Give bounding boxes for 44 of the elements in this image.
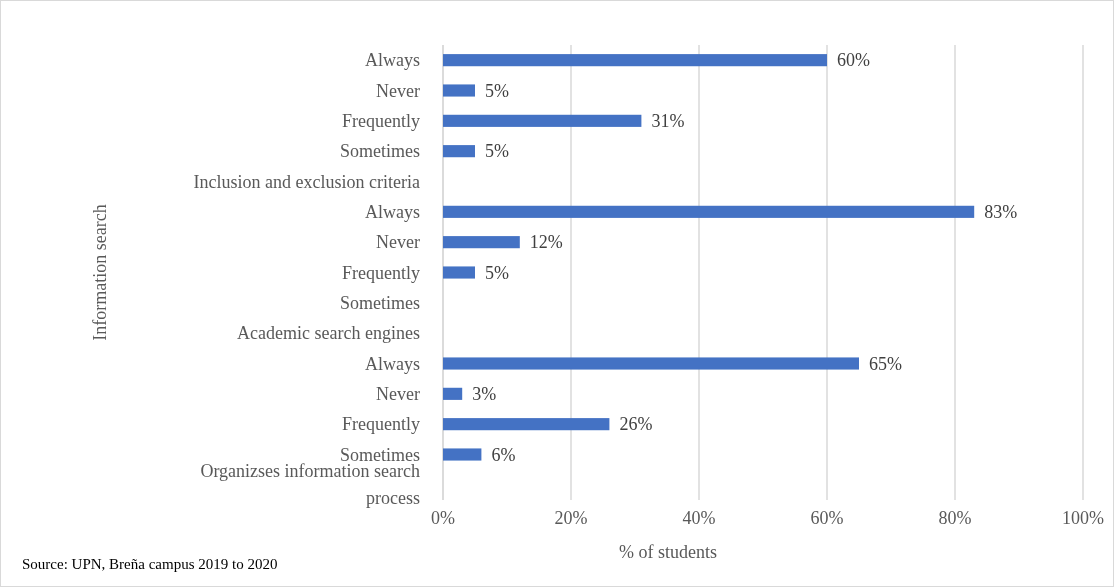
y-tick-label: Academic search engines: [237, 323, 420, 344]
x-tick-label: 20%: [554, 508, 588, 528]
bar: [443, 448, 482, 461]
y-tick-label: Sometimes: [340, 292, 420, 313]
bar: [443, 357, 859, 370]
bar: [443, 266, 475, 279]
data-label: 6%: [491, 444, 516, 465]
data-label: 31%: [651, 110, 685, 131]
bar: [443, 236, 520, 249]
data-label: 60%: [837, 50, 870, 71]
x-axis-title: % of students: [619, 542, 717, 562]
data-label: 12%: [529, 232, 563, 253]
data-label: 3%: [472, 383, 497, 404]
y-tick-label: Frequently: [342, 262, 420, 283]
y-tick-label: Inclusion and exclusion criteria: [193, 171, 420, 192]
y-tick-label: Sometimes: [340, 141, 420, 162]
bar: [443, 205, 975, 218]
x-tick-label: 60%: [810, 508, 844, 528]
y-tick-label: Always: [365, 201, 420, 222]
y-axis-title: Information search: [90, 204, 110, 341]
y-tick-label: Never: [376, 232, 420, 253]
x-tick-label: 40%: [682, 508, 716, 528]
data-label: 65%: [869, 353, 902, 374]
y-tick-label: Always: [365, 353, 420, 374]
data-label: 83%: [984, 201, 1018, 222]
bar: [443, 54, 827, 67]
data-label: 5%: [485, 80, 509, 101]
source-note: Source: UPN, Breña campus 2019 to 2020: [22, 556, 278, 572]
bar: [443, 145, 475, 158]
y-tick-label: Frequently: [342, 414, 420, 435]
data-label: 5%: [485, 262, 509, 283]
bar: [443, 84, 475, 97]
bar: [443, 387, 463, 400]
x-tick-label: 100%: [1062, 508, 1104, 528]
data-label: 26%: [619, 414, 653, 435]
y-tick-label: Never: [376, 383, 420, 404]
y-tick-label: Never: [376, 80, 420, 101]
y-tick-label: Always: [365, 50, 420, 71]
y-tick-label: Frequently: [342, 110, 420, 131]
x-tick-label: 80%: [938, 508, 972, 528]
bar: [443, 418, 610, 431]
bar: [443, 114, 642, 127]
data-label: 5%: [485, 141, 509, 162]
x-tick-label: 0%: [431, 508, 455, 528]
